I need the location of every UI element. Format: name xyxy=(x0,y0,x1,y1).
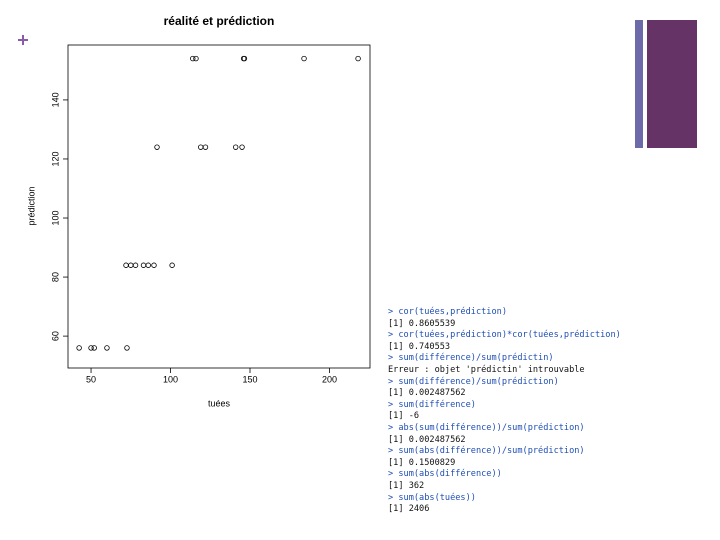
console-line: > sum(différence)/sum(prédiction) xyxy=(388,376,559,387)
console-line: > sum(différence) xyxy=(388,399,476,410)
y-axis-label: prédiction xyxy=(26,186,36,225)
point xyxy=(123,262,129,268)
console-line: [1] 0.1500829 xyxy=(388,457,456,468)
x-tick-label: 50 xyxy=(86,374,96,384)
y-tick-label: 140 xyxy=(50,92,60,107)
console-line: > cor(tuées,prédiction) xyxy=(388,307,507,317)
point xyxy=(140,262,147,268)
y-tick-label: 100 xyxy=(50,210,60,225)
y-tick-label: 60 xyxy=(50,331,60,341)
plot-box xyxy=(67,44,371,369)
chart-title: réalité et prédiction xyxy=(164,14,275,28)
point xyxy=(232,144,239,150)
point xyxy=(169,262,175,268)
decor-bar xyxy=(635,20,643,148)
point xyxy=(202,144,209,150)
console-line: [1] 0.002487562 xyxy=(388,434,466,445)
console-line: [1] 0.002487562 xyxy=(388,388,466,399)
point xyxy=(241,55,248,62)
console-line: > sum(abs(différence))/sum(prédiction) xyxy=(388,446,585,457)
point xyxy=(145,262,151,268)
console-line: [1] 0.8605539 xyxy=(388,318,456,329)
point xyxy=(124,345,130,351)
point xyxy=(104,345,110,351)
point xyxy=(190,55,196,62)
point xyxy=(193,55,199,62)
point xyxy=(132,262,139,268)
point xyxy=(239,144,245,150)
r-console: > cor(tuées,prédiction) [1] 0.8605539 > co… xyxy=(388,307,621,516)
console-line: > sum(différence)/sum(prédictin) xyxy=(388,353,554,364)
point xyxy=(76,345,82,351)
x-tick-label: 150 xyxy=(242,374,257,384)
decor-block xyxy=(647,20,697,148)
console-line: > abs(sum(différence))/sum(prédiction) xyxy=(388,422,585,433)
console-line: > sum(abs(tuées)) xyxy=(388,492,476,503)
point xyxy=(128,262,134,268)
x-axis-label: tuées xyxy=(208,398,231,408)
console-line: > cor(tuées,prédiction)*cor(tuées,prédic… xyxy=(388,330,621,341)
point xyxy=(355,55,361,62)
point xyxy=(91,345,97,351)
y-tick-label: 80 xyxy=(50,272,60,282)
console-line: Erreur : objet 'prédictin' introuvable xyxy=(388,364,585,375)
console-line: [1] 0.740553 xyxy=(388,341,451,352)
point xyxy=(301,55,307,62)
console-line: > sum(abs(différence)) xyxy=(388,469,502,480)
x-tick-label: 100 xyxy=(163,374,178,384)
y-tick-label: 120 xyxy=(50,151,60,166)
console-line: [1] 2406 xyxy=(388,504,430,515)
point xyxy=(198,144,204,150)
console-line: [1] 362 xyxy=(388,480,425,491)
x-tick-label: 200 xyxy=(322,374,337,384)
console-line: [1] -6 xyxy=(388,411,420,422)
point xyxy=(151,262,157,268)
point xyxy=(88,345,94,351)
point xyxy=(154,144,160,150)
